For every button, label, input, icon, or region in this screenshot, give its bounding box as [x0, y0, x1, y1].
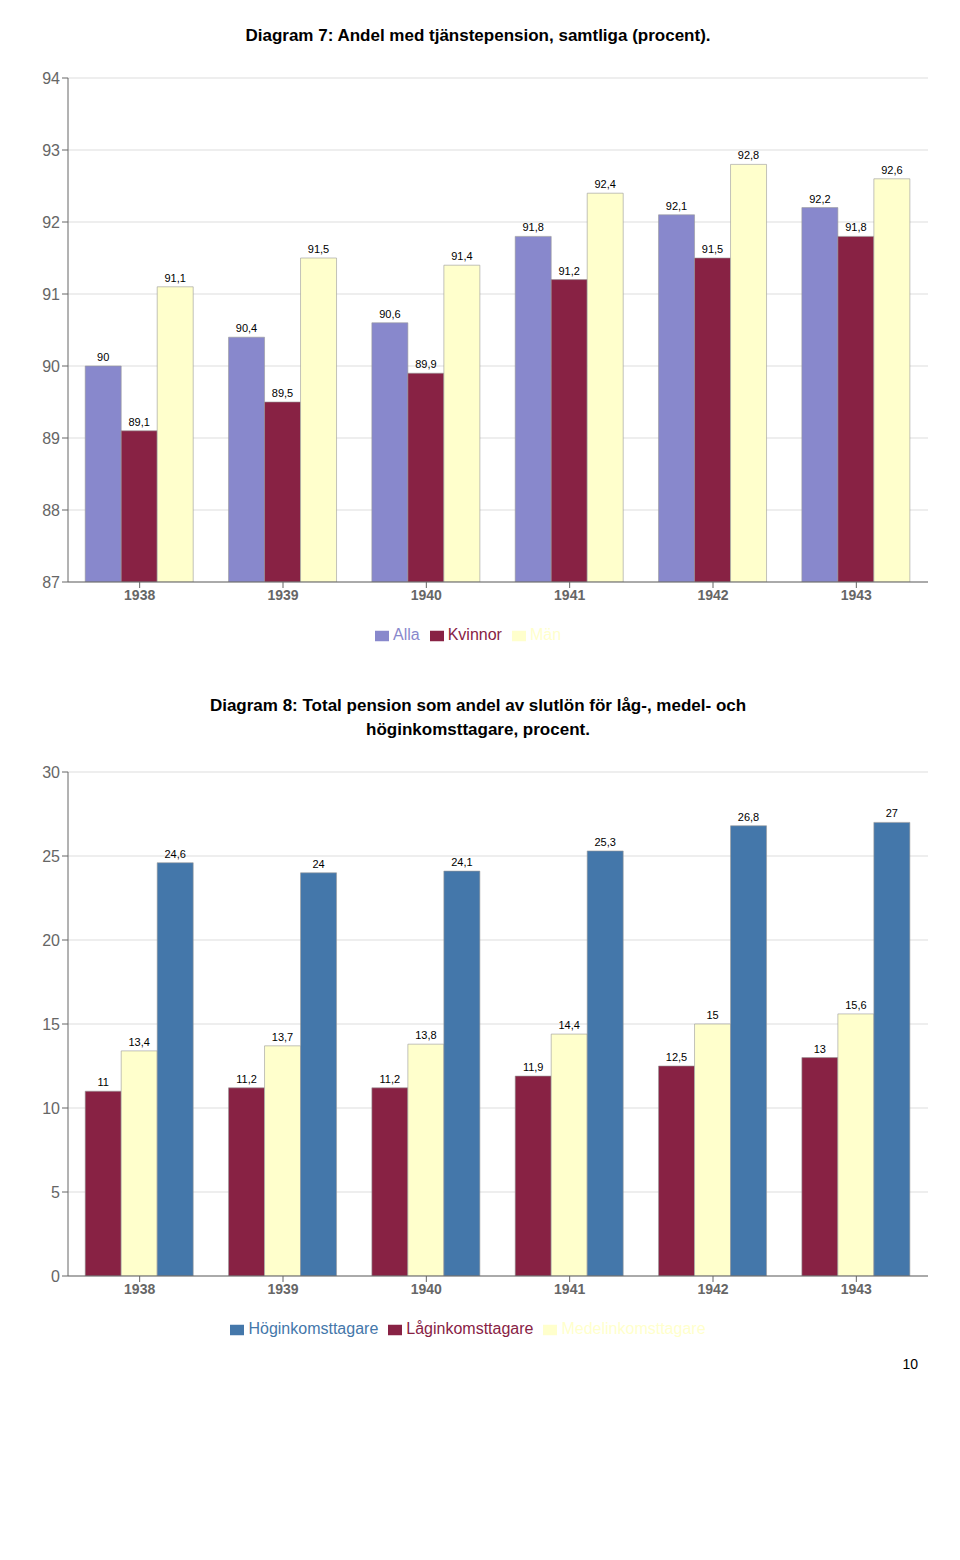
svg-text:13: 13 [814, 1043, 826, 1055]
svg-text:93: 93 [42, 142, 60, 159]
svg-text:89,5: 89,5 [272, 387, 293, 399]
svg-text:13,4: 13,4 [128, 1036, 149, 1048]
svg-text:13,8: 13,8 [415, 1029, 436, 1041]
svg-text:1941: 1941 [554, 587, 585, 603]
svg-text:89,9: 89,9 [415, 358, 436, 370]
html-text:Medelinkomsttagare: Medelinkomsttagare [561, 1320, 706, 1337]
svg-text:11: 11 [97, 1076, 108, 1088]
svg-text:24,6: 24,6 [164, 848, 185, 860]
svg-text:89: 89 [42, 430, 60, 447]
html-text:10: 10 [902, 1356, 918, 1372]
svg-text:1938: 1938 [124, 587, 155, 603]
svg-text:1940: 1940 [411, 1281, 442, 1297]
svg-text:91,2: 91,2 [558, 265, 579, 277]
html-text:Höginkomsttagare: Höginkomsttagare [248, 1320, 379, 1337]
svg-text:24,1: 24,1 [451, 856, 472, 868]
svg-text:11,2: 11,2 [380, 1073, 401, 1085]
svg-text:1942: 1942 [697, 587, 728, 603]
svg-text:25,3: 25,3 [594, 836, 615, 848]
svg-text:11,2: 11,2 [236, 1073, 257, 1085]
svg-text:26,8: 26,8 [738, 811, 759, 823]
html-text:Diagram 7: Andel med tjänstepe: Diagram 7: Andel med tjänstepension, sam… [245, 26, 711, 45]
svg-text:91,4: 91,4 [451, 250, 472, 262]
svg-text:15,6: 15,6 [845, 999, 866, 1011]
svg-text:91,5: 91,5 [308, 243, 329, 255]
svg-text:94: 94 [42, 70, 60, 87]
svg-text:87: 87 [42, 574, 60, 591]
svg-text:15: 15 [706, 1009, 718, 1021]
svg-text:5: 5 [51, 1184, 60, 1201]
svg-text:91,8: 91,8 [522, 221, 543, 233]
html-text:Alla: Alla [393, 626, 420, 643]
svg-text:89,1: 89,1 [128, 416, 149, 428]
svg-text:1939: 1939 [267, 587, 298, 603]
svg-text:1943: 1943 [841, 587, 872, 603]
svg-text:10: 10 [42, 1100, 60, 1117]
svg-text:27: 27 [886, 807, 898, 819]
svg-text:13,7: 13,7 [272, 1031, 293, 1043]
svg-text:92: 92 [42, 214, 60, 231]
svg-text:12,5: 12,5 [666, 1051, 687, 1063]
svg-text:90,6: 90,6 [379, 308, 400, 320]
svg-text:20: 20 [42, 932, 60, 949]
svg-text:1942: 1942 [697, 1281, 728, 1297]
svg-text:25: 25 [42, 848, 60, 865]
svg-text:92,1: 92,1 [666, 200, 687, 212]
svg-text:90: 90 [42, 358, 60, 375]
svg-text:92,8: 92,8 [738, 149, 759, 161]
svg-text:1941: 1941 [554, 1281, 585, 1297]
svg-text:92,6: 92,6 [881, 164, 902, 176]
svg-text:88: 88 [42, 502, 60, 519]
svg-text:92,4: 92,4 [594, 178, 615, 190]
svg-text:11,9: 11,9 [523, 1061, 544, 1073]
html-text:höginkomsttagare, procent.: höginkomsttagare, procent. [366, 720, 590, 739]
svg-text:92,2: 92,2 [809, 193, 830, 205]
svg-text:90: 90 [97, 351, 109, 363]
svg-text:91,1: 91,1 [164, 272, 185, 284]
html-text:Män: Män [529, 626, 561, 643]
svg-text:91: 91 [42, 286, 60, 303]
html-text:Kvinnor: Kvinnor [447, 626, 502, 643]
html-text:Låginkomsttagare: Låginkomsttagare [406, 1320, 534, 1337]
svg-text:15: 15 [42, 1016, 60, 1033]
svg-text:1938: 1938 [124, 1281, 155, 1297]
svg-text:90,4: 90,4 [236, 322, 257, 334]
svg-text:1940: 1940 [411, 587, 442, 603]
svg-text:14,4: 14,4 [558, 1019, 579, 1031]
svg-text:0: 0 [51, 1268, 60, 1285]
svg-text:1939: 1939 [267, 1281, 298, 1297]
svg-text:91,8: 91,8 [845, 221, 866, 233]
svg-text:30: 30 [42, 764, 60, 781]
svg-text:24: 24 [312, 858, 324, 870]
svg-text:91,5: 91,5 [702, 243, 723, 255]
html-text:Diagram 8: Total pension som a: Diagram 8: Total pension som andel av sl… [209, 696, 747, 715]
svg-text:1943: 1943 [841, 1281, 872, 1297]
